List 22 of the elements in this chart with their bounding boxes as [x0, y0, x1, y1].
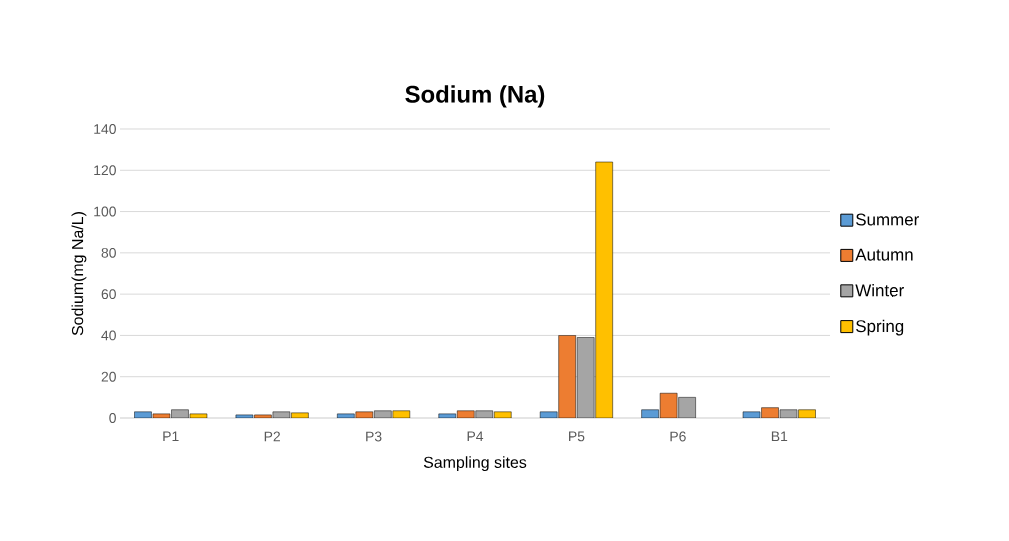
- y-tick-label: 140: [94, 124, 116, 134]
- x-tick-label: B1: [771, 431, 788, 442]
- legend-label: Summer: [856, 213, 919, 226]
- y-axis-title: Sodium(mg Na/L): [71, 212, 87, 336]
- x-tick-label: P5: [569, 431, 585, 442]
- y-tick-label: 80: [101, 247, 116, 258]
- y-tick-label: 0: [109, 413, 116, 423]
- x-tick-label: P4: [467, 431, 484, 442]
- x-tick-label: P6: [670, 431, 686, 442]
- x-tick-label: P1: [163, 431, 179, 442]
- y-tick-label: 100: [94, 206, 116, 217]
- y-tick-label: 120: [94, 165, 116, 176]
- y-tick-label: 20: [101, 371, 116, 382]
- y-tick-label: 60: [101, 289, 116, 300]
- legend-label: Autumn: [855, 248, 913, 261]
- x-tick-label: P2: [264, 431, 280, 442]
- x-tick-label: P3: [366, 431, 382, 442]
- legend-label: Spring: [856, 319, 904, 336]
- y-tick-label: 40: [101, 330, 116, 341]
- chart-title: Sodium (Na): [405, 85, 545, 108]
- x-axis-title: Sampling sites: [423, 456, 527, 472]
- legend-label: Winter: [855, 283, 904, 297]
